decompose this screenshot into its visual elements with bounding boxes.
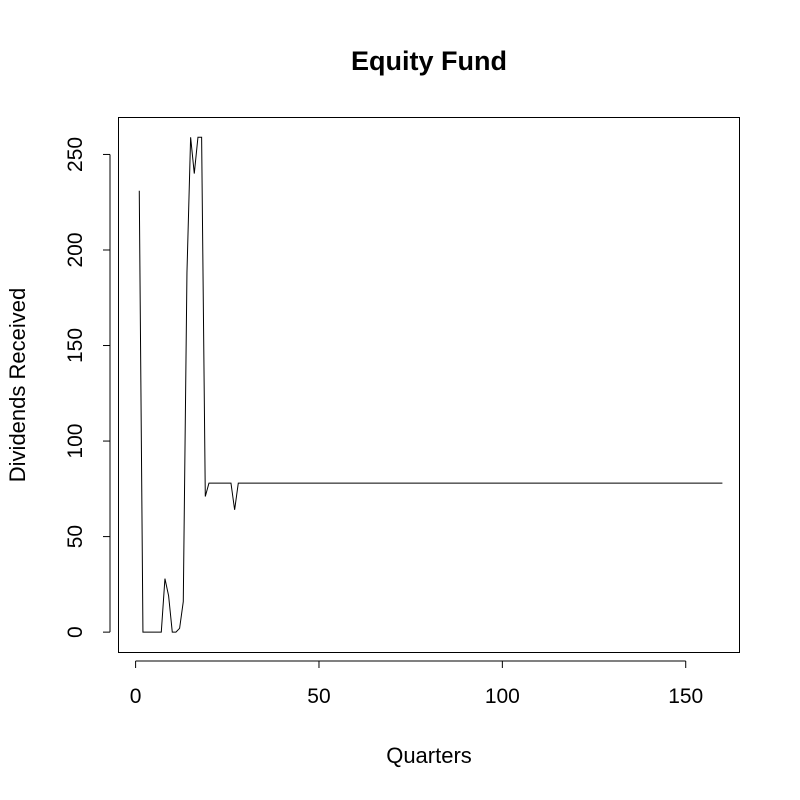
y-tick-label: 150 [64,328,87,363]
chart-title: Equity Fund [351,46,507,76]
y-axis-label: Dividends Received [5,288,30,482]
y-tick-label: 100 [64,424,87,459]
x-tick-label: 150 [668,685,703,708]
y-tick-label: 0 [64,626,87,638]
x-axis-label: Quarters [386,743,472,768]
y-axis: 0 50 100 150 200 250 [64,137,111,638]
x-tick-label: 0 [130,685,142,708]
y-tick-label: 250 [64,137,87,172]
x-tick-label: 100 [485,685,520,708]
series-line [138,136,723,633]
plot-area-frame [118,117,740,653]
x-tick-label: 50 [307,685,330,708]
x-axis: 0 50 100 150 [130,660,703,708]
y-tick-label: 200 [64,232,87,267]
y-tick-label: 50 [64,525,87,548]
